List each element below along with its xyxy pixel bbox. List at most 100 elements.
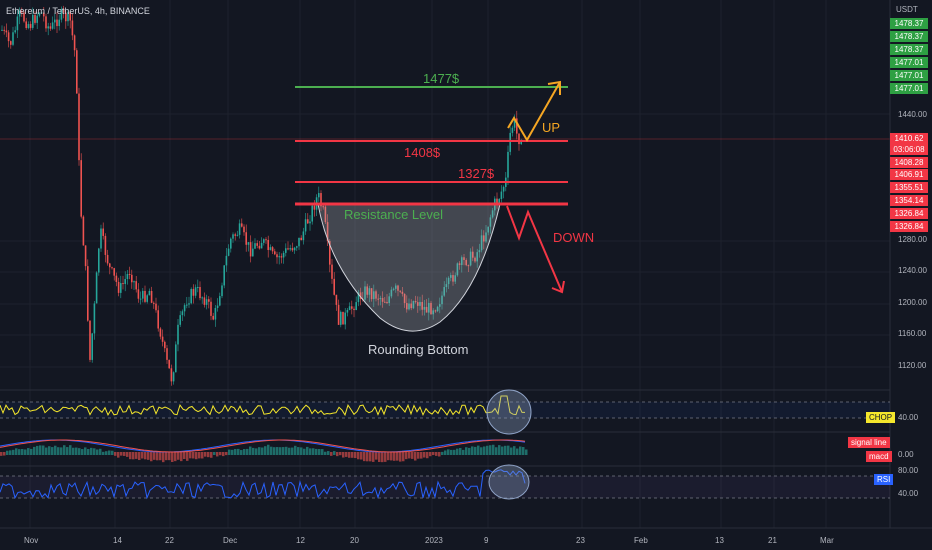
macd-bar bbox=[93, 448, 96, 455]
candle-body bbox=[461, 257, 463, 265]
price-tick: 1200.00 bbox=[898, 298, 927, 307]
signal-line[interactable] bbox=[0, 439, 526, 453]
candle-body bbox=[408, 303, 410, 310]
macd-bar bbox=[117, 452, 120, 458]
macd-bar bbox=[444, 450, 447, 455]
candle-body bbox=[465, 259, 467, 266]
candle-body bbox=[7, 32, 10, 42]
candle-body bbox=[247, 242, 250, 245]
macd-bar bbox=[135, 452, 138, 459]
candle-body bbox=[276, 254, 278, 258]
candle-body bbox=[454, 275, 456, 282]
candle-body bbox=[478, 250, 481, 253]
up-arrow-path[interactable] bbox=[507, 81, 561, 142]
macd-bar bbox=[507, 445, 510, 455]
candle-body bbox=[421, 301, 423, 310]
candle-body bbox=[344, 312, 346, 325]
candle-body bbox=[417, 302, 419, 306]
candle-body bbox=[181, 311, 184, 316]
macd-bar bbox=[375, 452, 378, 460]
macd-bar bbox=[498, 445, 501, 455]
price-tick: 1440.00 bbox=[898, 110, 927, 119]
candle-body bbox=[238, 223, 241, 235]
macd-bar bbox=[9, 450, 12, 455]
candle-body bbox=[340, 311, 342, 325]
macd-bar bbox=[63, 445, 66, 455]
chop-line[interactable] bbox=[0, 395, 525, 417]
macd-bar bbox=[18, 449, 21, 455]
macd-bar bbox=[198, 452, 201, 459]
macd-bar bbox=[276, 447, 279, 455]
time-tick: Mar bbox=[820, 536, 834, 545]
candle-body bbox=[120, 283, 122, 293]
macd-bar bbox=[309, 448, 312, 455]
candle-body bbox=[161, 336, 164, 342]
candle-body bbox=[43, 12, 45, 17]
label-resistance: Resistance Level bbox=[344, 207, 443, 222]
candle-body bbox=[472, 251, 474, 258]
candle-body bbox=[60, 9, 63, 20]
down-arrow-path[interactable] bbox=[506, 205, 563, 293]
rsi-band bbox=[0, 476, 890, 498]
candle-body bbox=[109, 263, 111, 268]
candle-body bbox=[12, 32, 14, 45]
price-label-green: 1478.37 bbox=[890, 31, 928, 42]
signal-line-label: signal line bbox=[848, 437, 890, 448]
macd-bar bbox=[186, 452, 189, 461]
macd-bar bbox=[201, 452, 204, 459]
candle-body bbox=[212, 315, 214, 320]
candle-body bbox=[359, 292, 362, 300]
candle-body bbox=[307, 219, 309, 224]
macd-bar bbox=[273, 447, 276, 455]
candle-body bbox=[291, 248, 294, 251]
candle-body bbox=[353, 308, 355, 311]
macd-line[interactable] bbox=[0, 439, 526, 453]
candle-body bbox=[309, 221, 311, 224]
time-tick: 14 bbox=[113, 536, 122, 545]
price-label-green: 1477.01 bbox=[890, 57, 928, 68]
candle-body bbox=[445, 284, 448, 288]
macd-bar bbox=[327, 451, 330, 455]
macd-bar bbox=[237, 448, 240, 455]
candle-body bbox=[27, 24, 30, 28]
candle-body bbox=[447, 277, 450, 285]
candle-body bbox=[124, 279, 126, 284]
candle-body bbox=[21, 10, 23, 13]
candle-body bbox=[159, 328, 162, 337]
macd-bar bbox=[324, 451, 327, 455]
macd-bar bbox=[231, 449, 234, 455]
macd-bar bbox=[213, 451, 216, 455]
candle-body bbox=[520, 140, 522, 145]
candle-body bbox=[390, 289, 393, 297]
candle-body bbox=[54, 19, 56, 23]
candle-body bbox=[111, 267, 113, 269]
candle-body bbox=[232, 234, 234, 239]
macd-bar bbox=[192, 452, 195, 459]
candle-body bbox=[337, 304, 340, 325]
candle-body bbox=[113, 268, 115, 276]
price-label-green: 1477.01 bbox=[890, 70, 928, 81]
candle-body bbox=[223, 265, 225, 286]
price-pane[interactable] bbox=[0, 0, 890, 390]
candle-body bbox=[419, 301, 421, 306]
symbol-title[interactable]: Ethereum / TetherUS, 4h, BINANCE bbox=[6, 6, 150, 16]
candle-body bbox=[210, 301, 212, 316]
candle-body bbox=[311, 205, 313, 222]
macd-bar bbox=[360, 452, 363, 460]
candle-body bbox=[483, 235, 485, 242]
candle-body bbox=[355, 302, 357, 311]
macd-bar bbox=[39, 445, 42, 455]
candle-body bbox=[87, 266, 89, 321]
macd-bar bbox=[126, 452, 129, 457]
candle-body bbox=[254, 243, 256, 249]
candle-body bbox=[289, 248, 291, 250]
candle-body bbox=[265, 239, 267, 241]
rsi-line[interactable] bbox=[0, 469, 526, 500]
macd-bar bbox=[405, 452, 408, 460]
candle-body bbox=[157, 310, 159, 329]
candle-body bbox=[430, 302, 432, 315]
label-up: UP bbox=[542, 120, 560, 135]
macd-bar bbox=[306, 446, 309, 455]
macd-bar bbox=[462, 449, 465, 455]
